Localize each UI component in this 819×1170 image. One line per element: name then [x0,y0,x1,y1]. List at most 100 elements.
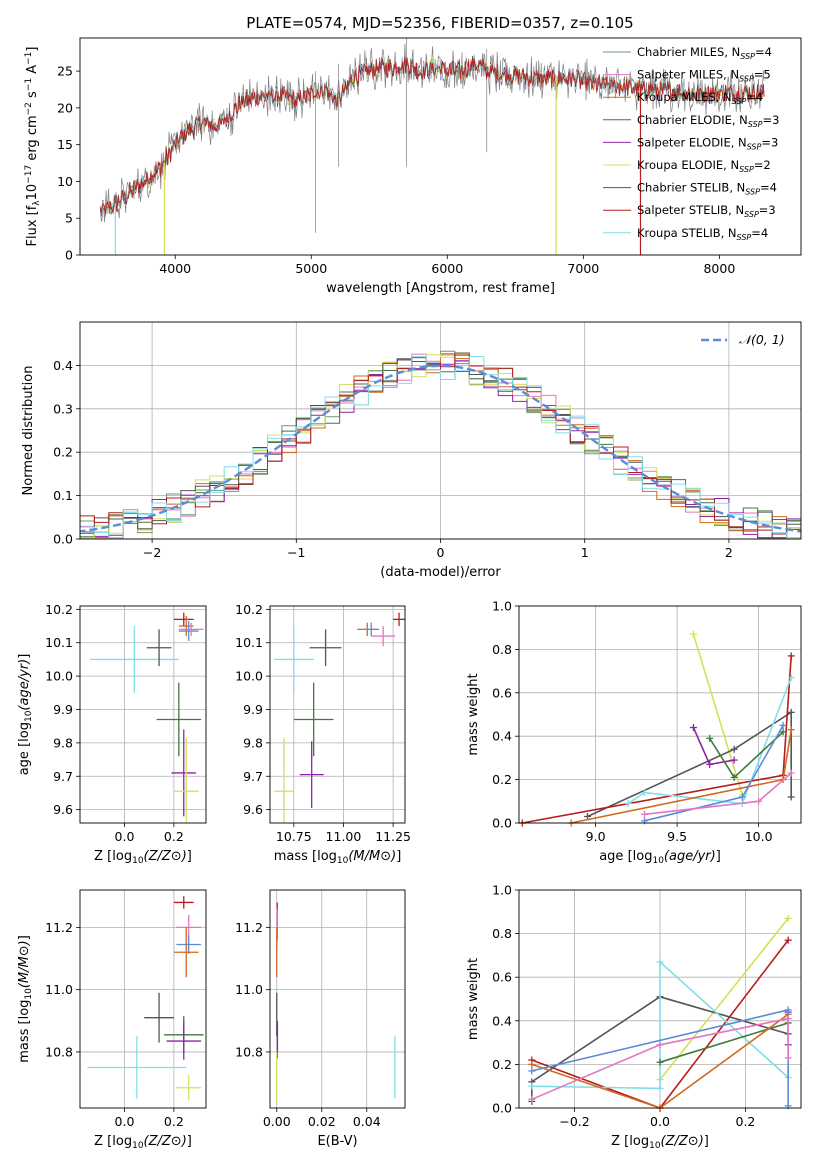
y-tick-label: 9.7 [53,769,73,784]
x-tick-label: 0.02 [308,1114,336,1129]
weight-vs-age-plot-area [518,630,795,827]
y-tick-label: 0.1 [53,488,73,503]
weight-marker [787,726,795,734]
weight-marker [706,734,714,742]
y-tick-label: 9.8 [53,735,73,750]
weight-marker [784,936,792,944]
weight-marker [787,652,795,660]
weight-line [659,917,789,1081]
weight-marker [787,769,795,777]
y-tick-label: 10.0 [235,669,263,684]
x-tick-label: 2 [725,545,733,560]
y-tick-label: 11.2 [235,920,263,935]
weight-marker [738,793,746,801]
weight-marker [528,1060,536,1068]
mass-vs-Z-xlabel: Z [log10(Z/Z⊙)] [94,1134,192,1151]
x-tick-label: 11.00 [326,829,362,844]
errorbar-point [173,896,194,909]
x-tick-label: 0.0 [115,1114,135,1129]
x-tick-label: −0.2 [559,1114,589,1129]
y-tick-label: 0.3 [53,401,73,416]
age-vs-Z-frame [79,605,207,824]
legend-label: Chabrier MILES, NSSP=4 [637,45,772,61]
weight-marker [784,1015,792,1023]
x-tick-label: 0.04 [353,1114,381,1129]
weight-line [531,1017,789,1101]
x-tick-label: 0.00 [263,1114,291,1129]
errorbar-point [371,626,396,647]
x-tick-label: 0.2 [736,1114,756,1129]
weight-marker [656,1058,664,1066]
weight-line [709,731,784,779]
legend-label: Salpeter MILES, NSSP=5 [637,68,771,84]
weight-marker [784,914,792,922]
errorbar-point [176,1075,202,1101]
y-tick-label: 0.2 [492,772,512,787]
weight-marker [779,721,787,729]
x-tick-label: 5000 [295,261,327,276]
y-tick-label: 10.2 [235,602,263,617]
weight-marker [730,756,738,764]
legend-label: Kroupa ELODIE, NSSP=2 [637,158,771,174]
residuals-ylabel: Normed distribution [21,366,36,496]
residuals-plot-area [80,350,801,539]
weight-marker [784,1006,792,1014]
y-tick-label: 10.0 [45,669,73,684]
y-tick-label: 0.0 [53,532,73,547]
errorbar-point [89,626,179,693]
errorbar-point [173,737,199,823]
spectrum-axes: 4000 5000 6000 7000 8000 0 5 10 15 20 25 [57,64,735,276]
weight-marker [624,799,632,807]
x-tick-label: 4000 [159,261,191,276]
y-tick-label: 11.0 [45,982,73,997]
y-tick-label: 9.6 [243,802,263,817]
weight-marker [787,674,795,682]
y-tick-label: 10.1 [45,635,73,650]
errorbar-point [178,621,199,642]
errorbar-point [156,682,202,757]
weight-marker [730,773,738,781]
y-tick-label: 0.0 [492,1101,512,1116]
weight-marker [779,728,787,736]
weight-marker [528,1095,536,1103]
errorbar-point [273,626,314,693]
y-tick-label: 11.2 [45,920,73,935]
weight-marker [641,789,649,797]
legend-label: Salpeter STELIB, NSSP=3 [637,203,776,219]
y-tick-label: 25 [57,64,73,79]
y-tick-label: 20 [57,100,73,115]
weight-vs-age-frame [518,605,802,824]
y-tick-label: 0.2 [53,445,73,460]
x-tick-label: 10.75 [276,829,312,844]
x-tick-label: 11.25 [375,829,411,844]
mass-vs-ebv-plot-area [276,902,396,1102]
spectrum-xlabel: wavelength [Angstrom, rest frame] [326,281,555,296]
y-tick-label: 1.0 [492,599,512,614]
weight-line [587,710,792,818]
mass-vs-ebv-axes: 0.00 0.02 0.04 10.8 11.0 11.2 [235,890,405,1129]
y-tick-label: 5 [65,211,73,226]
y-tick-label: 9.6 [53,802,73,817]
x-tick-label: 8000 [703,261,735,276]
weight-line [692,633,744,796]
y-tick-label: 9.7 [243,769,263,784]
weight-marker [784,1054,792,1062]
weight-line [531,960,789,1090]
spectrum-plot-area [100,38,765,255]
y-tick-label: 0.8 [492,642,512,657]
age-vs-mass-plot-area [273,612,405,823]
weight-marker [706,760,714,768]
legend-label: Chabrier ELODIE, NSSP=3 [637,113,779,129]
y-tick-label: 0.4 [53,358,73,373]
x-tick-label: 10.0 [745,829,773,844]
errorbar-point [299,741,324,808]
y-tick-label: 0.6 [492,970,512,985]
x-tick-label: 9.0 [586,829,606,844]
y-tick-label: 9.9 [53,702,73,717]
y-tick-label: 10 [57,174,73,189]
legend-label: Kroupa STELIB, NSSP=4 [637,226,768,242]
weight-marker [656,1041,664,1049]
weight-marker [787,793,795,801]
weight-marker [730,745,738,753]
